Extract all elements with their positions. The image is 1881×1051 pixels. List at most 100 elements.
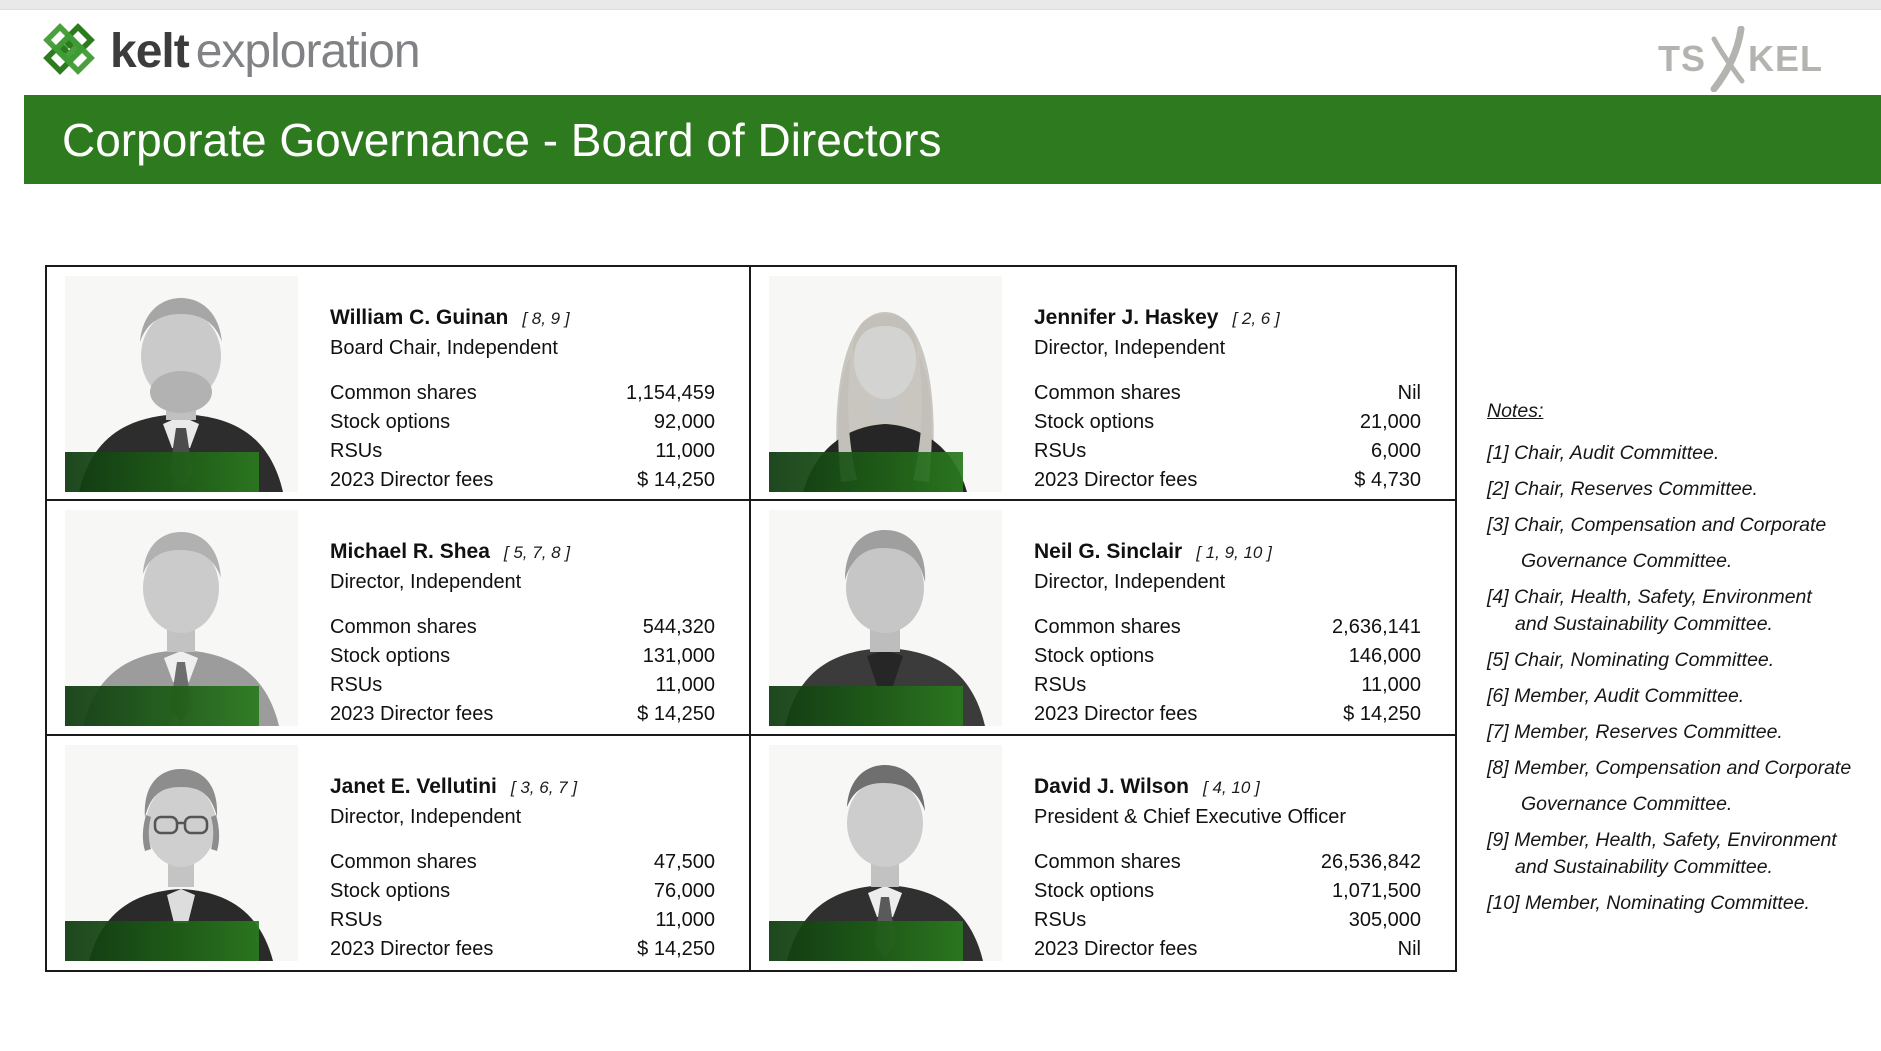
holdings-list: Common shares 1,154,459 Stock options 92,0… <box>330 379 715 495</box>
note-line: [6] Member, Audit Committee. <box>1487 685 1745 707</box>
holding-label: Common shares <box>330 382 477 404</box>
holdings-list: Common shares 26,536,842 Stock options 1,0… <box>1034 848 1421 964</box>
holding-label: RSUs <box>1034 440 1087 462</box>
note-item: [3] Chair, Compensation and Corporate Go… <box>1487 512 1881 575</box>
note-line: [1] Chair, Audit Committee. <box>1487 442 1720 464</box>
holding-value: 146,000 <box>1348 645 1421 668</box>
holding-row: Common shares 2,636,141 <box>1034 613 1421 642</box>
holding-label: Common shares <box>330 616 477 639</box>
holding-value: 26,536,842 <box>1320 850 1421 873</box>
holding-value: 76,000 <box>653 879 715 902</box>
holding-value: $ 14,250 <box>637 937 715 960</box>
holding-label: Stock options <box>1034 645 1155 668</box>
holding-value: 11,000 <box>1361 674 1421 697</box>
holding-value: 11,000 <box>655 440 715 462</box>
holding-label: 2023 Director fees <box>330 937 494 960</box>
title-banner: Corporate Governance - Board of Director… <box>24 95 1881 184</box>
note-line: [5] Chair, Nominating Committee. <box>1487 649 1775 671</box>
holdings-list: Common shares Nil Stock options 21,000 RSU… <box>1034 379 1421 495</box>
holding-value: $ 14,250 <box>1343 703 1421 726</box>
stylized-x-icon <box>1710 26 1745 92</box>
board-of-directors-table: William C. Guinan [ 8, 9 ] Board Chair, … <box>45 265 1457 972</box>
holding-label: 2023 Director fees <box>1034 937 1198 960</box>
holding-label: RSUs <box>1034 674 1087 697</box>
holding-row: Common shares 544,320 <box>330 613 715 642</box>
holding-value: 544,320 <box>642 616 715 639</box>
director-name: Michael R. Shea <box>330 540 490 564</box>
holding-row: RSUs 11,000 <box>330 671 715 700</box>
holding-label: 2023 Director fees <box>330 703 494 726</box>
holding-row: RSUs 6,000 <box>1034 437 1421 466</box>
holding-row: 2023 Director fees $ 14,250 <box>330 935 715 964</box>
director-note-refs: [ 1, 9, 10 ] <box>1196 543 1272 563</box>
director-title: Director, Independent <box>1034 337 1226 359</box>
holding-row: Stock options 131,000 <box>330 642 715 671</box>
holding-value: Nil <box>1397 382 1421 404</box>
holding-value: Nil <box>1397 937 1421 960</box>
holding-row: Common shares 26,536,842 <box>1034 848 1421 877</box>
note-item: [4] Chair, Health, Safety, Environment a… <box>1487 584 1881 638</box>
director-title: Director, Independent <box>330 571 522 594</box>
holding-label: 2023 Director fees <box>330 469 494 491</box>
holding-value: 1,154,459 <box>626 382 715 404</box>
holding-value: 11,000 <box>655 908 715 931</box>
note-item: [2] Chair, Reserves Committee. <box>1487 476 1881 503</box>
note-line: [7] Member, Reserves Committee. <box>1487 721 1783 743</box>
director-title: President & Chief Executive Officer <box>1034 805 1346 828</box>
director-photo <box>65 744 298 961</box>
director-title: Director, Independent <box>1034 571 1226 594</box>
director-note-refs: [ 2, 6 ] <box>1232 309 1280 328</box>
director-note-refs: [ 4, 10 ] <box>1203 777 1260 797</box>
holding-row: RSUs 11,000 <box>330 906 715 935</box>
holding-row: Stock options 1,071,500 <box>1034 877 1421 906</box>
holding-value: 6,000 <box>1370 440 1421 462</box>
holding-row: Stock options 21,000 <box>1034 408 1421 437</box>
holding-row: RSUs 11,000 <box>330 437 715 466</box>
note-item: [6] Member, Audit Committee. <box>1487 683 1881 710</box>
holding-label: Common shares <box>330 850 477 873</box>
holding-row: Stock options 92,000 <box>330 408 715 437</box>
director-photo <box>65 510 298 727</box>
holdings-list: Common shares 544,320 Stock options 131,00… <box>330 613 715 729</box>
ticker-exchange: TS <box>1657 38 1706 79</box>
holding-label: Stock options <box>330 645 451 668</box>
director-title: Director, Independent <box>330 805 522 828</box>
director-card: Jennifer J. Haskey [ 2, 6 ] Director, In… <box>751 267 1455 502</box>
holding-value: 131,000 <box>642 645 715 668</box>
holdings-list: Common shares 2,636,141 Stock options 146,… <box>1034 613 1421 729</box>
holding-label: Stock options <box>330 411 451 433</box>
holding-label: Stock options <box>1034 411 1155 433</box>
notes-panel: Notes: [1] Chair, Audit Committee. [2] C… <box>1487 400 1881 926</box>
note-line: and Sustainability Committee. <box>1515 856 1773 878</box>
top-gray-bar <box>0 0 1881 10</box>
brand-name: kelt <box>110 24 190 78</box>
celtic-knot-icon <box>40 20 98 83</box>
holding-row: RSUs 305,000 <box>1034 906 1421 935</box>
holding-row: Common shares 1,154,459 <box>330 379 715 408</box>
holding-value: 92,000 <box>653 411 715 433</box>
holding-value: $ 14,250 <box>637 703 715 726</box>
director-name: William C. Guinan <box>330 306 509 329</box>
holding-row: Common shares 47,500 <box>330 848 715 877</box>
holding-label: 2023 Director fees <box>1034 703 1198 726</box>
holding-row: 2023 Director fees $ 14,250 <box>330 700 715 729</box>
kelt-logo: kelt exploration <box>40 20 421 83</box>
note-item: [7] Member, Reserves Committee. <box>1487 719 1881 746</box>
director-note-refs: [ 3, 6, 7 ] <box>510 777 578 797</box>
holding-row: RSUs 11,000 <box>1034 671 1421 700</box>
holding-row: 2023 Director fees Nil <box>1034 935 1421 964</box>
brand-suffix: exploration <box>195 24 421 78</box>
ticker-symbol: KEL <box>1748 38 1823 79</box>
note-line: Governance Committee. <box>1521 793 1733 815</box>
holding-label: RSUs <box>1034 908 1087 931</box>
director-card: Janet E. Vellutini [ 3, 6, 7 ] Director,… <box>47 735 751 970</box>
director-photo <box>769 276 1002 492</box>
note-line: [9] Member, Health, Safety, Environment <box>1487 829 1837 851</box>
director-name: David J. Wilson <box>1034 774 1190 798</box>
note-item: [9] Member, Health, Safety, Environment … <box>1487 827 1881 881</box>
note-item: [5] Chair, Nominating Committee. <box>1487 647 1881 674</box>
director-photo <box>65 276 298 492</box>
director-card: David J. Wilson [ 4, 10 ] President & Ch… <box>751 736 1455 970</box>
holding-value: $ 14,250 <box>637 469 715 491</box>
holding-row: 2023 Director fees $ 4,730 <box>1034 466 1421 495</box>
